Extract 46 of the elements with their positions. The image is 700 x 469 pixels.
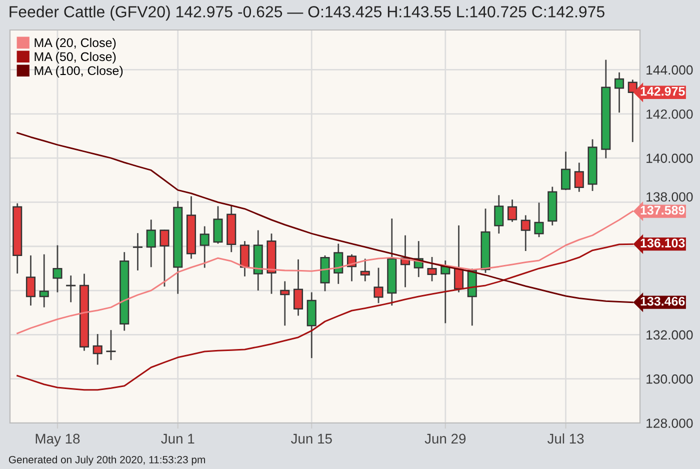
x-tick-label: Jun 29 — [424, 434, 466, 444]
candlestick — [520, 214, 530, 252]
x-tick-label: Jul 13 — [547, 433, 584, 444]
candlestick — [293, 258, 304, 316]
candlestick — [574, 162, 584, 193]
y-tick-label: 128.000 — [646, 418, 693, 428]
candlestick — [374, 267, 384, 304]
text: 142.975 — [640, 86, 685, 96]
legend-label: MA (50, Close) — [34, 52, 116, 64]
y-tick-label: 140.000 — [646, 154, 693, 163]
candlestick — [360, 258, 370, 282]
data-label: 137.589 — [640, 206, 685, 215]
candlestick — [427, 256, 437, 282]
y-tick-label: 142.000 — [646, 109, 693, 119]
candlestick — [146, 218, 156, 268]
candlestick — [240, 240, 250, 278]
candlestick — [507, 198, 518, 223]
candlestick — [560, 150, 571, 191]
candlestick — [26, 254, 36, 306]
legend-label: MA (20, Close) — [34, 38, 116, 50]
y-tick-label: 130.000 — [646, 374, 693, 384]
text: Generated on July 20th 2020, 11:53:23 pm — [8, 456, 206, 466]
candlestick — [66, 274, 76, 303]
candlestick — [614, 72, 624, 114]
candlestick — [39, 254, 49, 308]
candlestick — [160, 229, 170, 288]
legend-label: MA (100, Close) — [34, 66, 123, 78]
x-tick-label: May 18 — [36, 434, 80, 446]
candlestick — [92, 333, 102, 366]
x-tick-label: Jun 15 — [290, 434, 332, 444]
candlestick — [213, 205, 223, 244]
candlestick — [106, 329, 116, 361]
candlestick — [280, 280, 290, 326]
candlestick — [494, 194, 504, 234]
y-tick-label: 132.000 — [646, 330, 693, 340]
candlestick — [334, 243, 344, 285]
x-tick-label: Jun 1 — [161, 434, 194, 444]
candlestick — [534, 202, 544, 238]
data-label: 136.103 — [640, 238, 685, 248]
y-tick-label: 144.000 — [646, 65, 693, 75]
candlestick — [132, 232, 143, 272]
y-tick-label: 138.000 — [646, 192, 693, 202]
data-label: 133.466 — [640, 296, 685, 306]
candlestick — [200, 226, 210, 268]
chart-title: Feeder Cattle (GFV20) 142.975 -0.625 — O:143.425 H:143.55 L:140.725 C:142.975 — [10, 6, 604, 21]
candlestick — [52, 244, 62, 293]
